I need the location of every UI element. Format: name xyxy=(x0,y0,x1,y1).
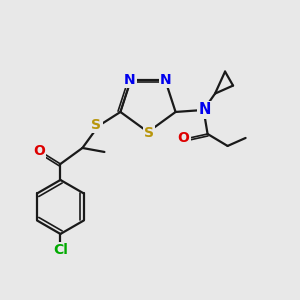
Text: Cl: Cl xyxy=(53,243,68,257)
Text: S: S xyxy=(92,118,101,132)
Text: O: O xyxy=(178,131,190,145)
Text: S: S xyxy=(144,126,154,140)
Text: N: N xyxy=(160,73,172,86)
Text: O: O xyxy=(34,144,45,158)
Text: N: N xyxy=(124,73,136,86)
Text: N: N xyxy=(198,103,211,118)
